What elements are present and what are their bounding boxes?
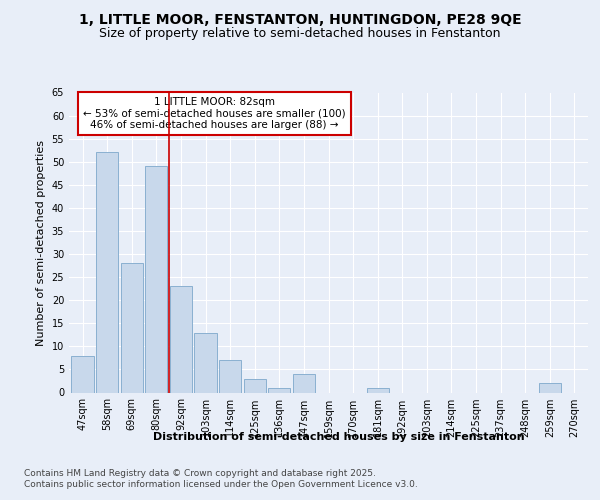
Bar [244, 378, 266, 392]
Bar [170, 286, 192, 393]
Bar [145, 166, 167, 392]
Text: Size of property relative to semi-detached houses in Fenstanton: Size of property relative to semi-detach… [99, 28, 501, 40]
Text: 1 LITTLE MOOR: 82sqm
← 53% of semi-detached houses are smaller (100)
46% of semi: 1 LITTLE MOOR: 82sqm ← 53% of semi-detac… [83, 97, 346, 130]
Bar [293, 374, 315, 392]
Y-axis label: Number of semi-detached properties: Number of semi-detached properties [36, 140, 46, 346]
Text: Contains public sector information licensed under the Open Government Licence v3: Contains public sector information licen… [24, 480, 418, 489]
Bar [539, 384, 561, 392]
Bar [219, 360, 241, 392]
Text: Distribution of semi-detached houses by size in Fenstanton: Distribution of semi-detached houses by … [153, 432, 525, 442]
Bar [194, 332, 217, 392]
Bar [71, 356, 94, 393]
Text: Contains HM Land Registry data © Crown copyright and database right 2025.: Contains HM Land Registry data © Crown c… [24, 468, 376, 477]
Bar [96, 152, 118, 392]
Bar [268, 388, 290, 392]
Bar [121, 264, 143, 392]
Bar [367, 388, 389, 392]
Text: 1, LITTLE MOOR, FENSTANTON, HUNTINGDON, PE28 9QE: 1, LITTLE MOOR, FENSTANTON, HUNTINGDON, … [79, 12, 521, 26]
